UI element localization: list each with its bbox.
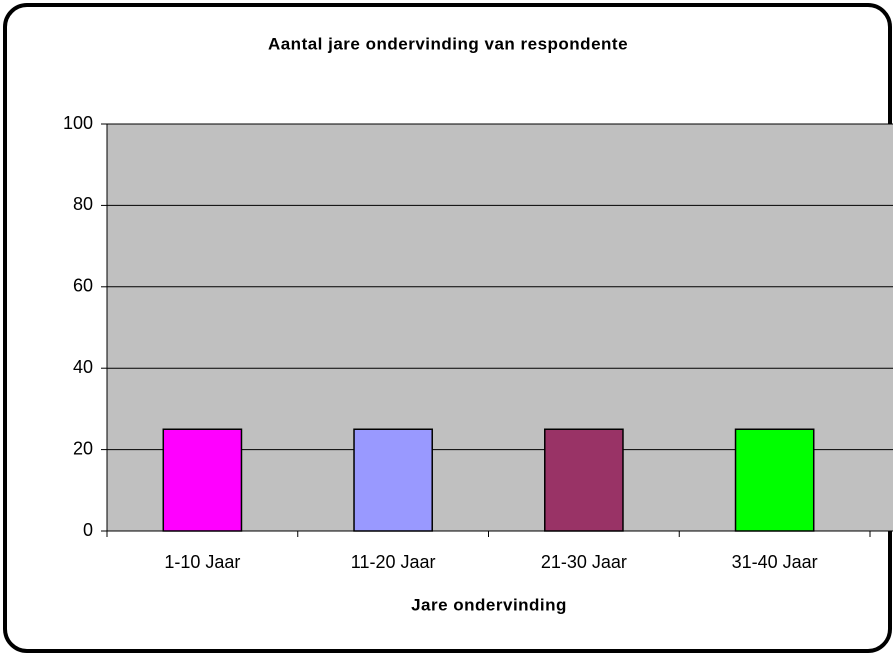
- bar: [353, 428, 433, 532]
- x-tick-label: 31-40 Jaar: [732, 552, 818, 572]
- x-tick-label: 21-30 Jaar: [541, 552, 627, 572]
- bar: [734, 428, 815, 532]
- x-tick-label: 11-20 Jaar: [351, 552, 436, 572]
- y-tick-label: 80: [73, 194, 93, 214]
- y-tick-label: 20: [73, 438, 93, 458]
- x-axis-title: Jare ondervinding: [411, 595, 567, 614]
- bar: [162, 428, 243, 532]
- bar: [544, 428, 624, 532]
- x-tick-label: 1-10 Jaar: [164, 552, 240, 572]
- y-tick-label: 40: [73, 357, 93, 377]
- chart-title: Aantal jare ondervinding van respondente: [268, 34, 628, 53]
- y-tick-label: 60: [73, 276, 93, 296]
- y-tick-label: 100: [63, 113, 93, 133]
- y-tick-label: 0: [83, 520, 93, 540]
